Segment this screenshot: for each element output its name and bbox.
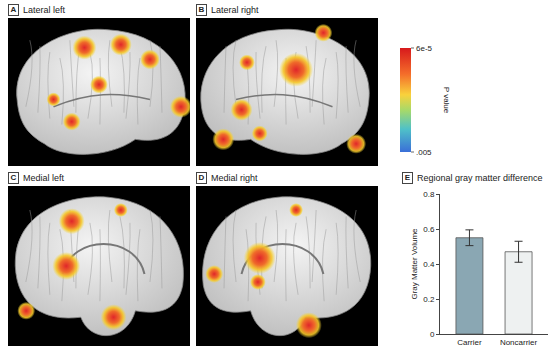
svg-text:6e-5: 6e-5 xyxy=(416,44,433,53)
svg-text:0.8: 0.8 xyxy=(423,190,435,199)
html-text:E: E xyxy=(404,173,411,182)
html-text:Lateral left: Lateral left xyxy=(23,5,65,15)
html-text:Regional gray matter differenc: Regional gray matter difference xyxy=(417,173,543,183)
svg-text:0: 0 xyxy=(430,330,435,339)
html-text:A: A xyxy=(10,5,17,14)
svg-text:P value: P value xyxy=(442,87,451,114)
svg-text:0.6: 0.6 xyxy=(423,225,435,234)
html-text:B: B xyxy=(198,5,205,14)
svg-text:.005: .005 xyxy=(416,148,432,157)
svg-text:Noncarrier: Noncarrier xyxy=(500,338,538,347)
html-text:Medial right: Medial right xyxy=(211,173,258,183)
svg-text:0.4: 0.4 xyxy=(423,260,435,269)
html-text:Medial left: Medial left xyxy=(23,173,64,183)
html-text:D: D xyxy=(198,173,205,182)
svg-text:Carrier: Carrier xyxy=(457,338,482,347)
html-text:Lateral right: Lateral right xyxy=(211,5,259,15)
html-text:C: C xyxy=(10,173,17,182)
svg-text:Gray Matter Volume: Gray Matter Volume xyxy=(410,228,419,300)
svg-text:0.2: 0.2 xyxy=(423,295,435,304)
